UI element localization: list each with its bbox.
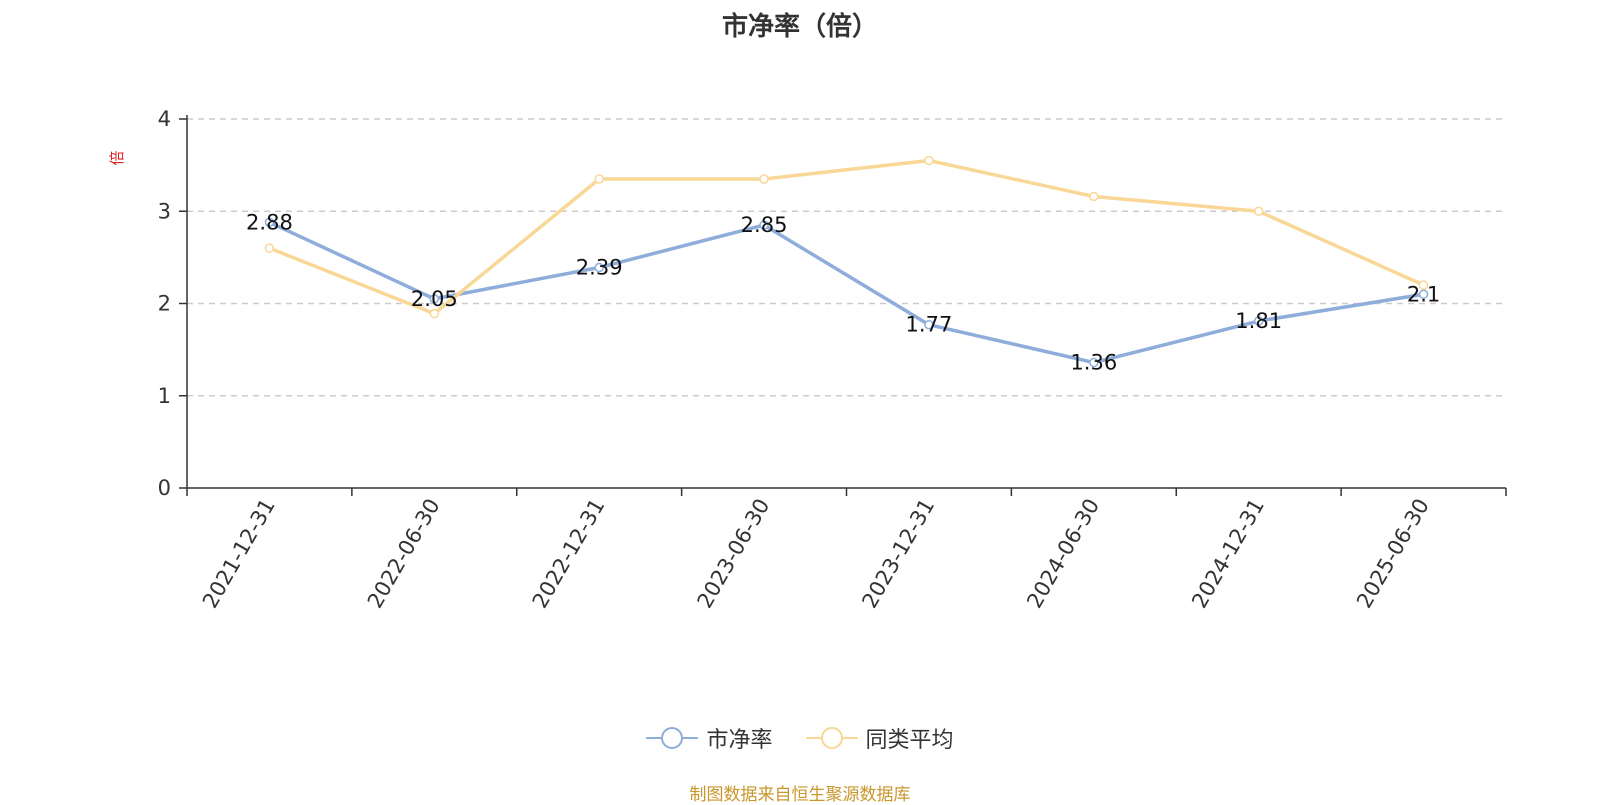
data-point xyxy=(429,294,440,304)
data-point xyxy=(1253,316,1264,326)
y-axis-title: 倍 xyxy=(108,150,126,165)
data-label: 2.1 xyxy=(1407,282,1440,306)
x-tick-label: 2025-06-30 xyxy=(1352,495,1434,613)
y-tick-label: 1 xyxy=(158,384,171,408)
series-line-1 xyxy=(268,158,1425,316)
axes: 0 1 2 3 4 倍 2021-12-31 2022-06-30 2022-12-31 2023… xyxy=(108,107,1507,613)
data-point xyxy=(1089,191,1099,202)
legend-peer-avg-label: 同类平均 xyxy=(865,728,954,753)
data-label: 2.05 xyxy=(411,287,458,311)
data-label: 1.77 xyxy=(906,313,953,337)
y-tick-label: 3 xyxy=(158,199,171,223)
data-point xyxy=(1089,357,1099,368)
legend-item-pb[interactable]: 市净率 xyxy=(646,722,773,754)
series-line-0 xyxy=(268,220,1424,365)
data-point xyxy=(1418,280,1429,290)
data-point xyxy=(594,262,604,273)
x-tick-label: 2023-12-31 xyxy=(857,495,939,613)
x-tick-label: 2024-06-30 xyxy=(1022,495,1104,613)
grid-lines xyxy=(187,118,1506,397)
series-lines xyxy=(264,155,1429,368)
data-point xyxy=(264,243,275,253)
x-tick-label: 2022-06-30 xyxy=(363,495,445,613)
legend-pb-label: 市净率 xyxy=(706,728,773,753)
data-point xyxy=(924,319,934,330)
legend-item-peer-avg[interactable]: 同类平均 xyxy=(805,722,954,754)
x-tick-label: 2023-06-30 xyxy=(693,495,775,613)
data-point xyxy=(594,174,604,184)
data-point xyxy=(264,217,275,228)
data-point xyxy=(1253,206,1264,216)
data-label: 1.36 xyxy=(1070,351,1117,375)
data-label: 2.85 xyxy=(741,213,788,237)
data-label: 2.39 xyxy=(576,256,623,280)
y-tick-label: 0 xyxy=(158,476,171,500)
source-note: 制图数据来自恒生聚源数据库 xyxy=(689,785,911,805)
x-tick-label: 2024-12-31 xyxy=(1187,495,1269,613)
x-tick-label: 2021-12-31 xyxy=(198,495,280,613)
data-point xyxy=(759,174,769,184)
data-point xyxy=(429,308,440,319)
legend-peer-avg-swatch-icon xyxy=(805,725,858,751)
data-point xyxy=(924,155,934,166)
data-point xyxy=(759,220,769,230)
data-point xyxy=(1418,289,1429,300)
legend: 市净率 同类平均 xyxy=(0,722,1600,757)
data-label: 2.88 xyxy=(246,210,293,234)
data-labels: 2.88 2.05 2.39 2.85 1.77 1.36 1.81 2.1 xyxy=(246,210,1440,374)
y-tick-label: 2 xyxy=(158,292,171,316)
data-label: 1.81 xyxy=(1235,309,1282,333)
y-tick-label: 4 xyxy=(158,107,171,131)
x-tick-label: 2022-12-31 xyxy=(528,495,610,613)
chart-title: 市净率（倍） xyxy=(721,12,878,42)
legend-pb-swatch-icon xyxy=(646,725,699,751)
